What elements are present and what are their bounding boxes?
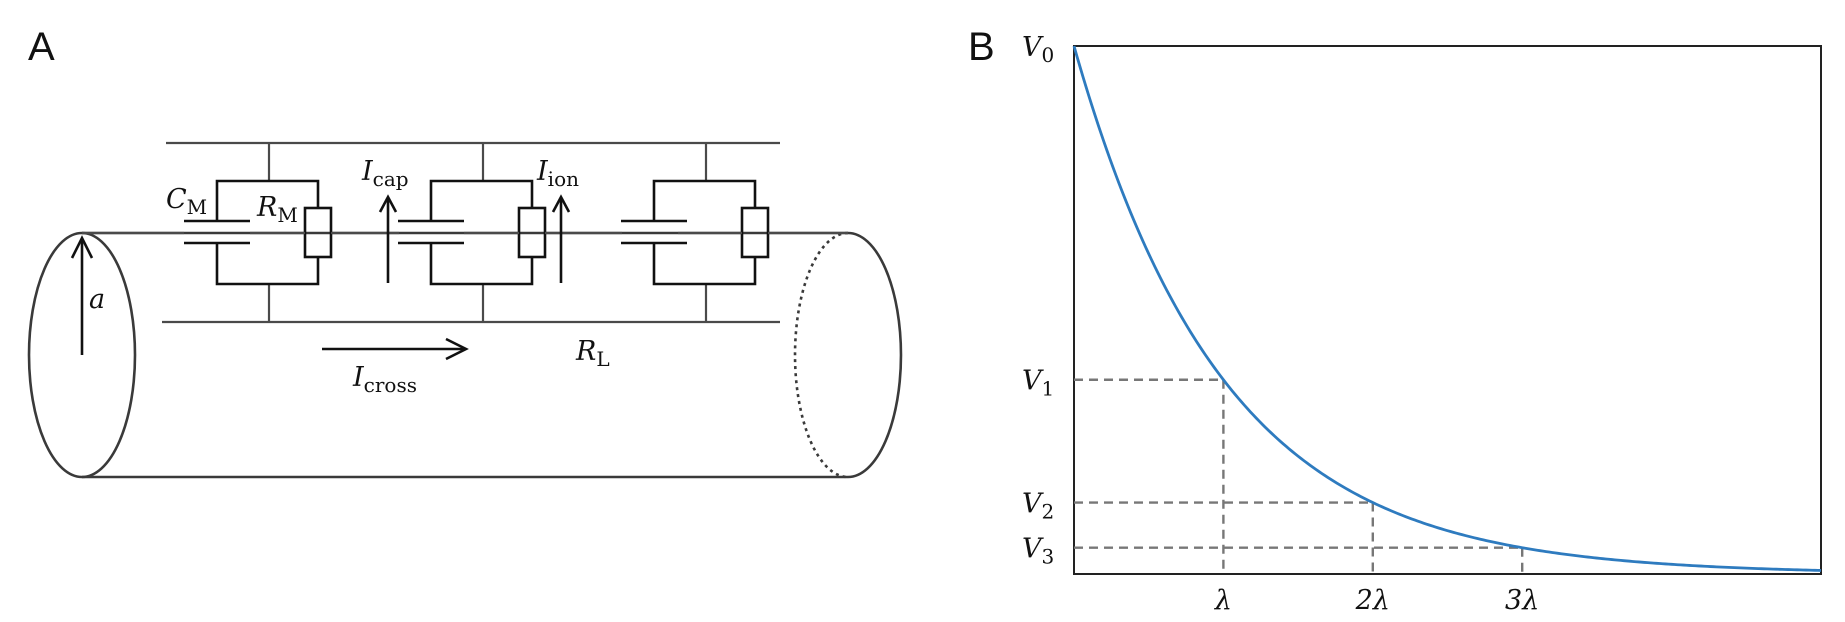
axon-cylinder	[27, 231, 903, 479]
decay-curve	[1072, 45, 1822, 572]
panel-b-label: B	[968, 25, 995, 69]
y-tick-label: V1	[1022, 366, 1054, 401]
radius-label: a	[89, 284, 105, 315]
plot-frame	[1073, 45, 1822, 575]
icap-arrow	[378, 194, 398, 283]
panel-a: A a	[27, 25, 903, 479]
x-tick-label: 3λ	[1505, 585, 1539, 616]
rm-label: RM	[256, 192, 298, 227]
membrane-segments	[82, 143, 848, 322]
x-tick-label: λ	[1214, 585, 1232, 616]
x-tick-labels: λ 2λ 3λ	[1214, 585, 1540, 616]
panel-b: B V0 V1 V2 V3 λ 2λ 3λ	[968, 25, 1822, 616]
panel-a-label: A	[28, 25, 55, 69]
iion-arrow	[551, 194, 571, 283]
y-tick-label: V0	[1022, 32, 1054, 67]
guide-lines	[1074, 378, 1524, 574]
cylinder-right-end-front	[847, 231, 903, 479]
y-tick-labels: V0 V1 V2 V3	[1022, 32, 1054, 569]
y-tick-label: V2	[1022, 489, 1054, 524]
y-tick-label: V3	[1022, 534, 1054, 569]
cm-label: CM	[166, 184, 207, 219]
icap-label: Icap	[361, 156, 409, 191]
membrane-segment	[621, 143, 770, 322]
icross-arrow	[322, 337, 469, 361]
rl-label: RL	[575, 336, 610, 371]
x-tick-label: 2λ	[1355, 585, 1390, 616]
iion-label: Iion	[536, 156, 579, 191]
cylinder-right-end-back	[793, 231, 849, 479]
radius-arrow	[70, 235, 94, 355]
icross-label: Icross	[352, 362, 417, 397]
